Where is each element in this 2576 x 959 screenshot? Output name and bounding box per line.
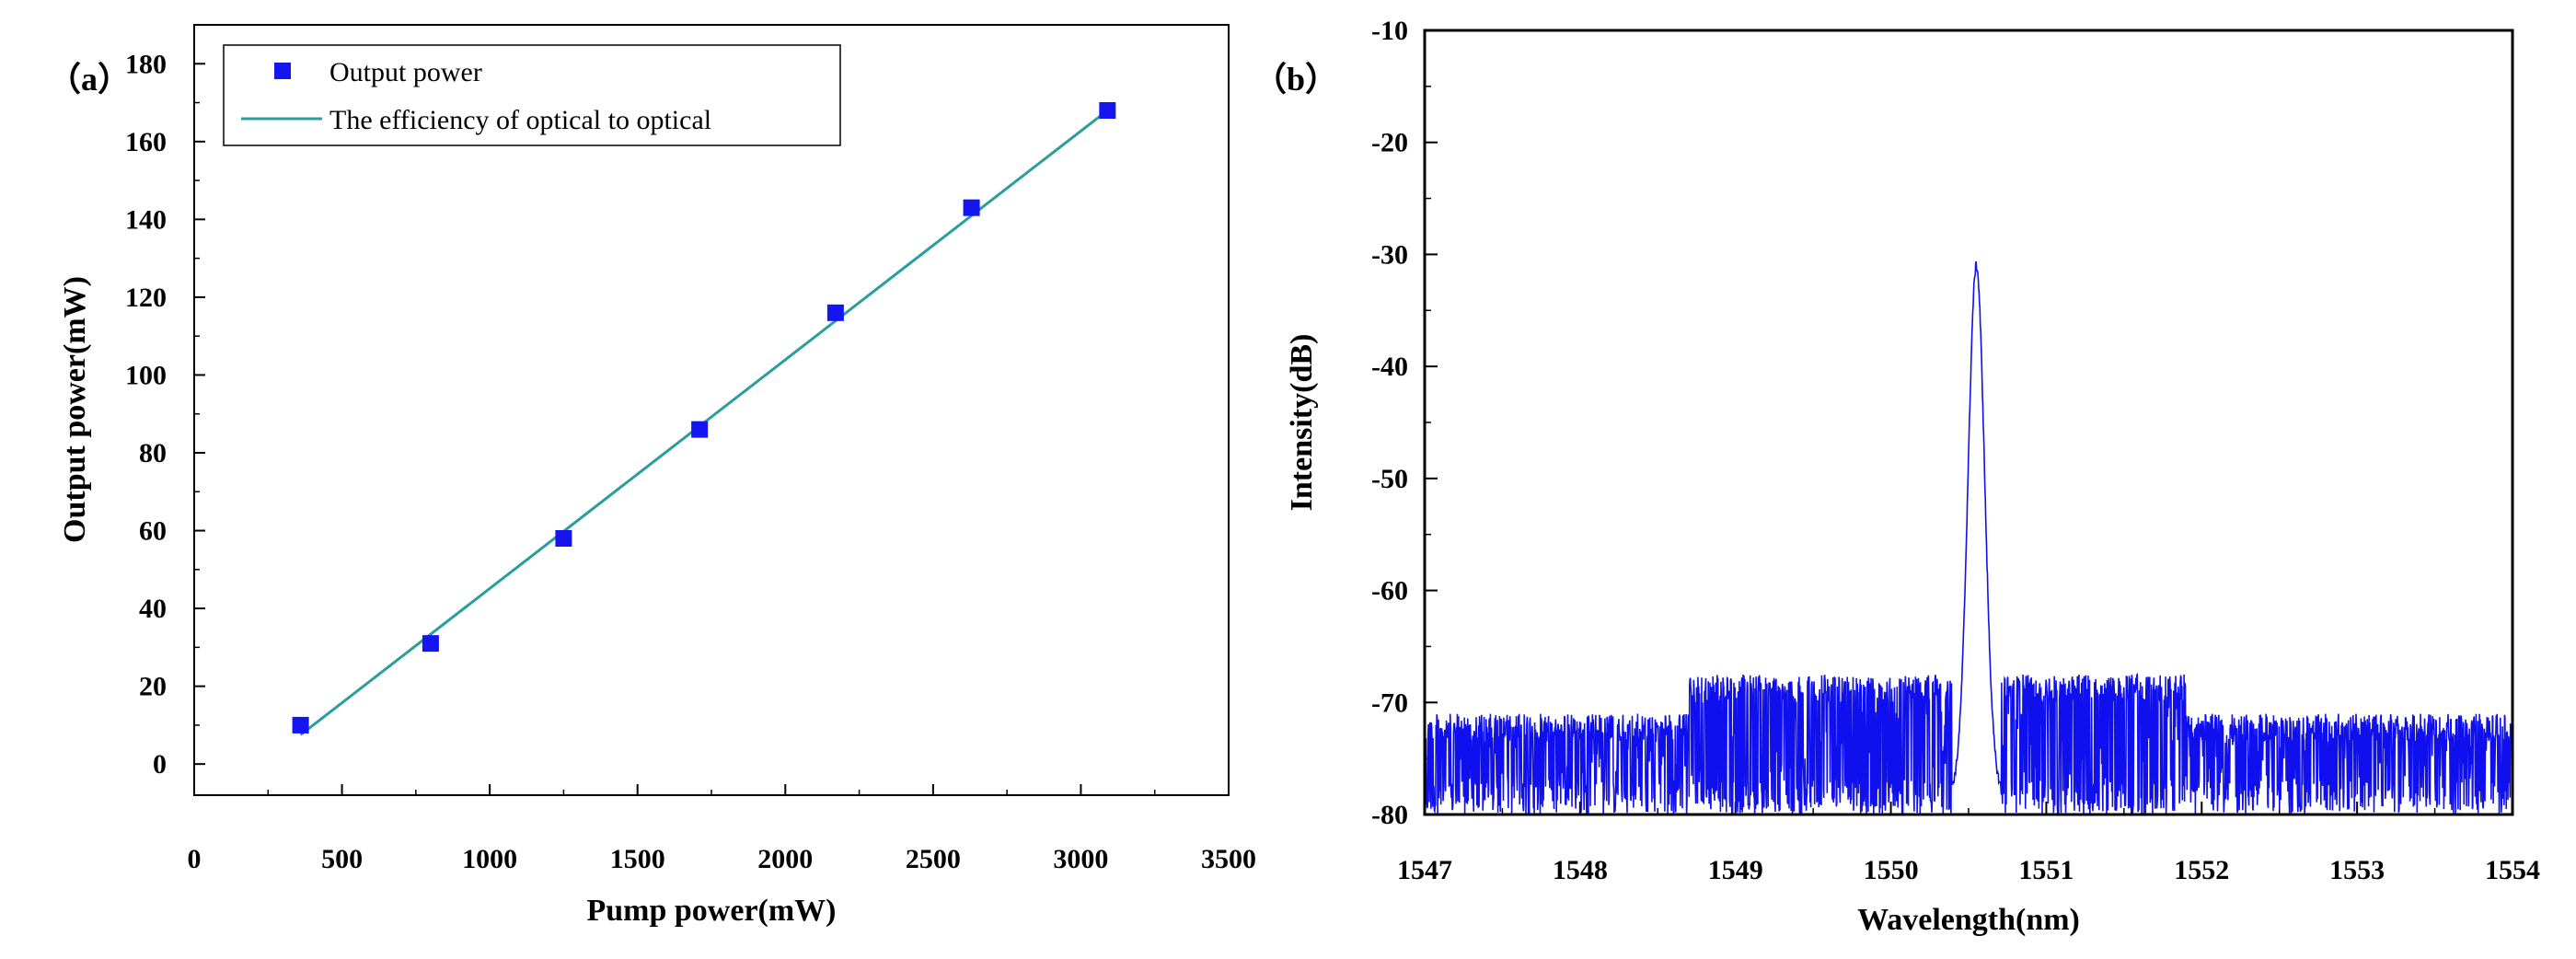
panel-b-ticks xyxy=(1424,29,2513,815)
data-point xyxy=(292,716,309,734)
panel-a-x-axis-title: Pump power(mW) xyxy=(586,894,836,928)
x-tick-label: 1547 xyxy=(1397,855,1452,885)
y-tick-label: -20 xyxy=(1371,128,1408,158)
y-tick-label: -70 xyxy=(1371,687,1408,718)
data-point xyxy=(1099,102,1116,119)
x-tick-label: 3500 xyxy=(1201,844,1256,874)
panel-a-chart: （a） 0 500 1000 1500 2000 2500 3000 3500 0 20 40 60… xyxy=(48,24,1257,928)
panel-a-y-tick-labels: 0 20 40 60 80 100 120 140 160 180 xyxy=(125,49,167,780)
y-tick-label: -60 xyxy=(1371,576,1408,607)
data-point xyxy=(555,530,572,547)
panel-a-legend: Output power The efficiency of optical t… xyxy=(223,44,841,146)
y-tick-label: 40 xyxy=(139,594,167,624)
data-point xyxy=(963,199,980,216)
y-tick-label: 160 xyxy=(125,127,167,157)
data-point xyxy=(422,635,439,653)
x-tick-label: 1000 xyxy=(462,844,517,874)
panel-b-y-tick-labels: -10 -20 -30 -40 -50 -60 -70 -80 xyxy=(1371,16,1408,830)
legend-label-output-power: Output power xyxy=(329,57,482,87)
y-tick-label: 180 xyxy=(125,49,167,79)
x-tick-label: 500 xyxy=(321,844,363,874)
y-tick-label: -40 xyxy=(1371,352,1408,382)
x-tick-label: 3000 xyxy=(1053,844,1108,874)
y-tick-label: -10 xyxy=(1371,16,1408,46)
x-tick-label: 1548 xyxy=(1553,855,1608,885)
x-tick-label: 1500 xyxy=(610,844,665,874)
x-tick-label: 1553 xyxy=(2329,855,2385,885)
y-tick-label: -80 xyxy=(1371,800,1408,830)
panel-a-points-group xyxy=(292,102,1116,734)
panel-b-plot-area xyxy=(1425,260,2512,815)
y-tick-label: -50 xyxy=(1371,464,1408,494)
panel-a-y-axis-title: Output power(mW) xyxy=(58,276,92,543)
panel-b-x-tick-labels: 1547 1548 1549 1550 1551 1552 1553 1554 xyxy=(1397,855,2540,885)
x-tick-label: 1554 xyxy=(2485,855,2540,885)
legend-marker-output-power xyxy=(274,63,291,79)
data-point xyxy=(691,421,709,438)
panel-a-ticks xyxy=(193,63,1230,795)
spectrum-line xyxy=(1425,260,2512,815)
y-tick-label: 140 xyxy=(125,204,167,235)
x-tick-label: 1550 xyxy=(1864,855,1919,885)
y-tick-label: 20 xyxy=(139,672,167,702)
panel-b-label: （b） xyxy=(1253,61,1338,98)
panel-a-plot-frame xyxy=(193,24,1230,796)
panel-b-y-axis-title: Intensity(dB) xyxy=(1285,334,1319,512)
y-tick-label: 60 xyxy=(139,516,167,547)
x-tick-label: 1552 xyxy=(2174,855,2229,885)
x-tick-label: 0 xyxy=(188,844,202,874)
y-tick-label: 0 xyxy=(153,749,167,780)
x-tick-label: 1551 xyxy=(2018,855,2074,885)
y-tick-label: 80 xyxy=(139,438,167,468)
panel-a-label: （a） xyxy=(48,61,131,98)
panel-b-chart: （b） 1547 1548 1549 1550 1551 1552 1553 1554 -10… xyxy=(1253,16,2540,937)
y-tick-label: 120 xyxy=(125,283,167,313)
panel-a-x-tick-labels: 0 500 1000 1500 2000 2500 3000 3500 xyxy=(188,844,1257,874)
y-tick-label: -30 xyxy=(1371,239,1408,270)
panel-b-plot-frame xyxy=(1423,29,2514,816)
data-point xyxy=(826,304,844,321)
panel-a-legend-box xyxy=(223,44,841,146)
legend-label-efficiency: The efficiency of optical to optical xyxy=(329,105,711,135)
x-tick-label: 2000 xyxy=(757,844,813,874)
y-tick-label: 100 xyxy=(125,360,167,390)
x-tick-label: 2500 xyxy=(906,844,961,874)
x-tick-label: 1549 xyxy=(1708,855,1763,885)
panel-b-x-axis-title: Wavelength(nm) xyxy=(1857,903,2080,937)
